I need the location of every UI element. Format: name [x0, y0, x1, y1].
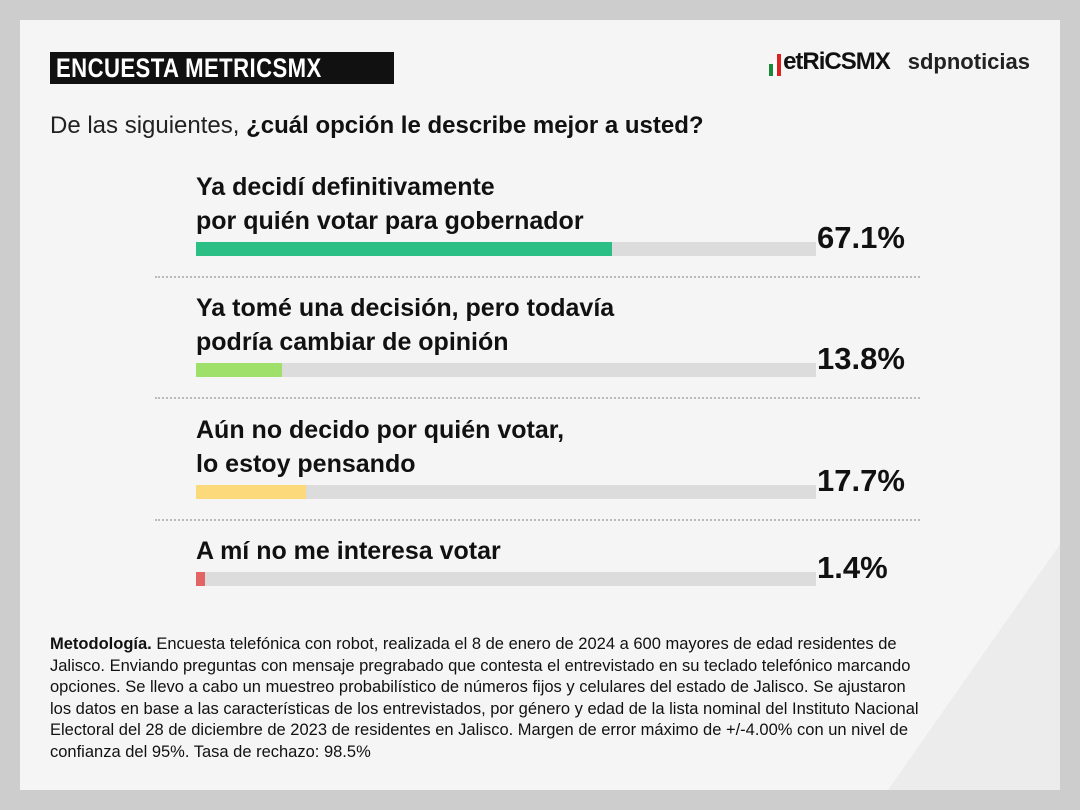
methodology-line: Encuesta telefónica con robot, realizada…	[151, 635, 897, 653]
category-label-line: por quién votar para gobernador	[196, 207, 584, 235]
metricsmx-logo: etRiCSMX	[769, 48, 891, 76]
category-label-line: lo estoy pensando	[196, 450, 416, 478]
question: De las siguientes, ¿cuál opción le descr…	[50, 112, 704, 140]
value-label: 17.7%	[817, 463, 905, 498]
bar	[196, 363, 282, 377]
survey-title-text: ENCUESTA METRICSMX	[56, 52, 322, 83]
category-label: Aún no decido por quién votar, lo estoy p…	[196, 413, 940, 481]
category-label-line: Ya tomé una decisión, pero todavía	[196, 294, 615, 322]
methodology-line: opciones. Se llevo a cabo un muestreo pr…	[50, 678, 906, 696]
category-label: Ya decidí definitivamente por quién votar…	[196, 170, 940, 238]
bar-item: Ya tomé una decisión, pero todavía podría…	[176, 291, 940, 377]
category-label-line: podría cambiar de opinión	[196, 328, 509, 356]
bar-item: A mí no me interesa votar 1.4%	[176, 534, 940, 586]
category-label-line: Aún no decido por quién votar,	[196, 416, 565, 444]
bar	[196, 572, 205, 586]
bar	[196, 242, 613, 256]
bar-item: Ya decidí definitivamente por quién votar…	[176, 170, 940, 256]
methodology-line: confianza del 95%. Tasa de rechazo: 98.5…	[50, 742, 371, 761]
question-plain: De las siguientes,	[50, 112, 247, 139]
value-label: 67.1%	[817, 220, 905, 255]
bar-track	[196, 485, 816, 499]
divider	[155, 276, 920, 278]
bar-track	[196, 572, 816, 586]
category-label: A mí no me interesa votar	[196, 534, 940, 568]
methodology: Metodología. Encuesta telefónica con rob…	[50, 634, 919, 763]
infographic-card: ENCUESTA METRICSMX etRiCSMX sdpnoticias …	[20, 20, 1060, 790]
bar	[196, 485, 306, 499]
value-label: 1.4%	[817, 550, 888, 585]
sdpnoticias-logo: sdpnoticias	[907, 49, 1030, 74]
flag-icon	[769, 54, 782, 76]
bar-track	[196, 242, 816, 256]
logos: etRiCSMX sdpnoticias	[769, 48, 1030, 76]
category-label-line: Ya decidí definitivamente	[196, 173, 495, 201]
survey-title: ENCUESTA METRICSMX	[50, 52, 394, 84]
metricsmx-logo-text: etRiCSMX	[783, 48, 891, 75]
value-label: 13.8%	[817, 341, 905, 376]
methodology-line: los datos en base a las características …	[50, 699, 919, 718]
methodology-line: Electoral del 28 de diciembre de 2023 de…	[50, 721, 909, 739]
divider	[155, 519, 920, 521]
bar-track	[196, 363, 816, 377]
methodology-heading: Metodología.	[50, 635, 152, 653]
divider	[155, 397, 920, 399]
category-label: Ya tomé una decisión, pero todavía podría…	[196, 291, 940, 359]
question-bold: ¿cuál opción le describe mejor a usted?	[246, 112, 704, 139]
methodology-line: Jalisco. Enviando preguntas con mensaje …	[50, 656, 911, 675]
bar-item: Aún no decido por quién votar, lo estoy p…	[176, 413, 940, 499]
category-label-line: A mí no me interesa votar	[196, 537, 501, 565]
